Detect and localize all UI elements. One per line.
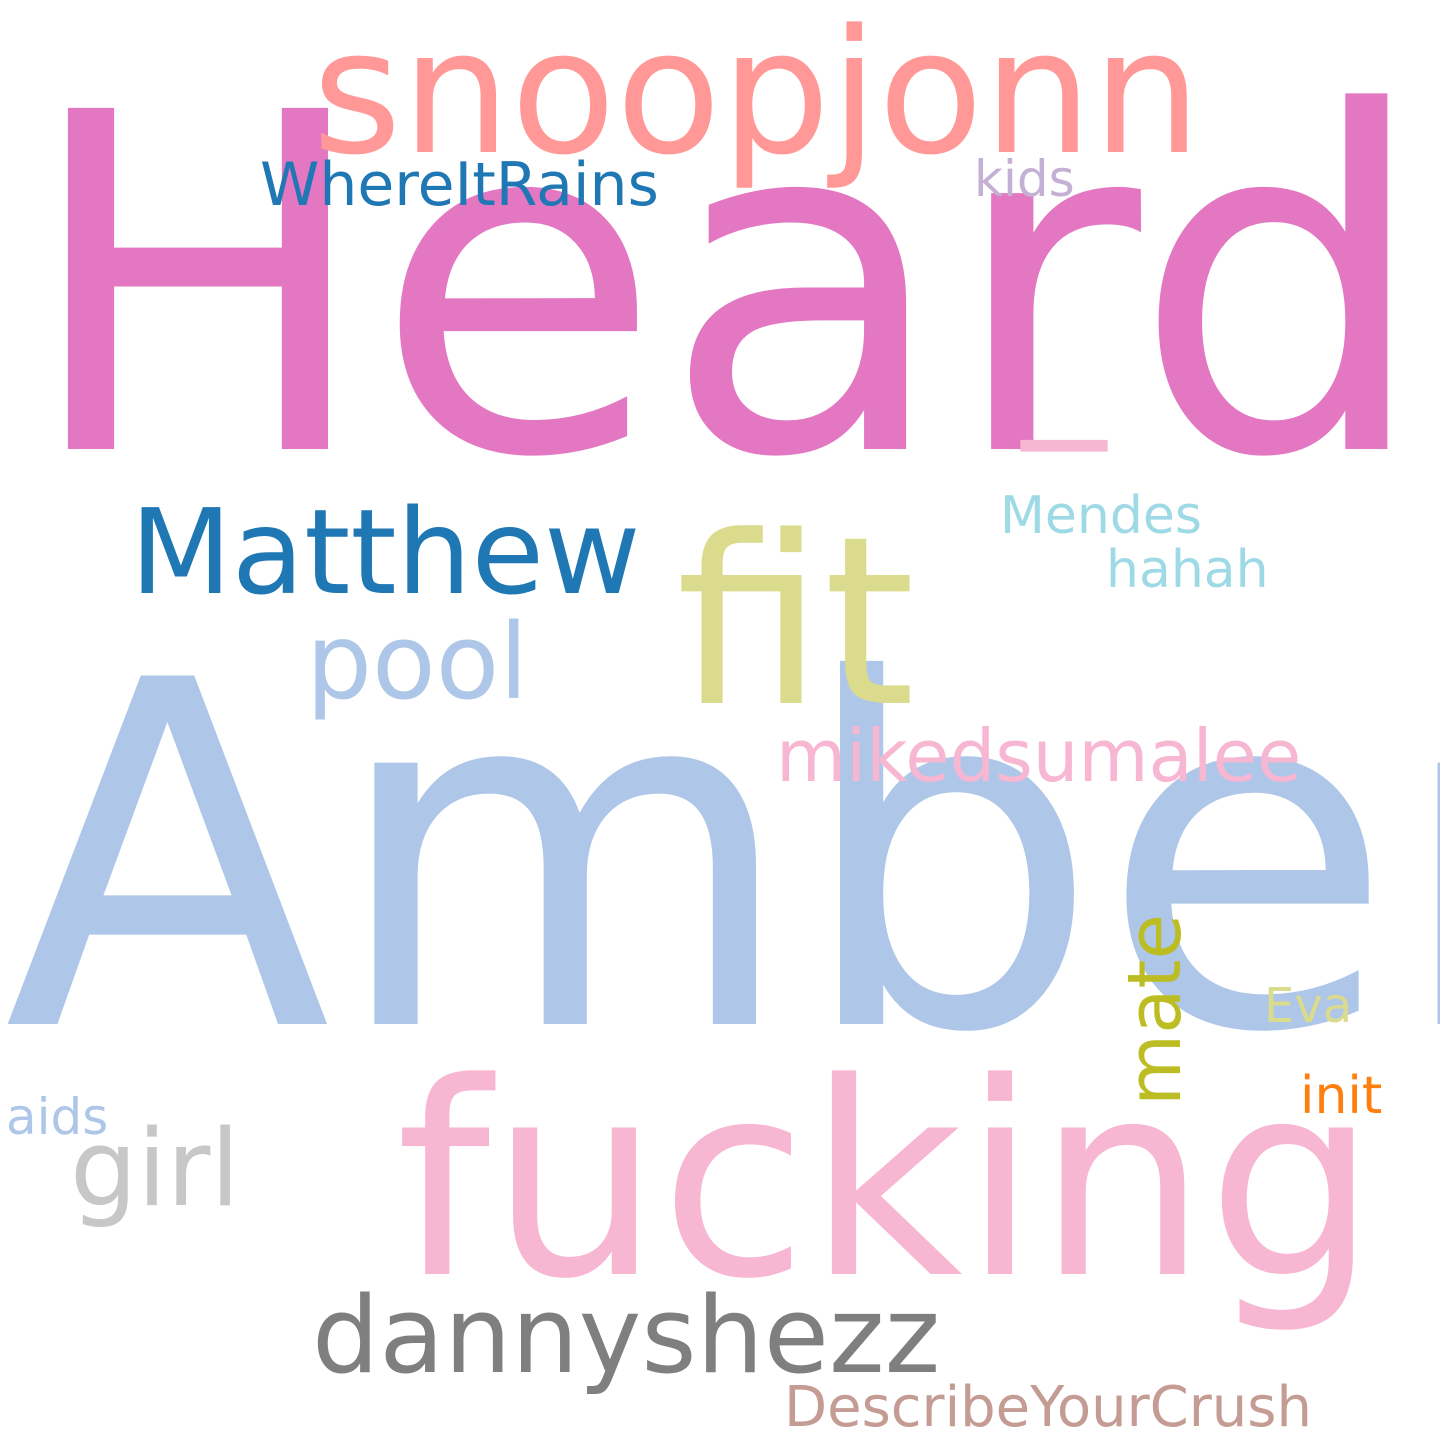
word-amber: Amber xyxy=(4,580,1440,1137)
word-pool: pool xyxy=(306,601,529,723)
word-aids: aids xyxy=(6,1088,109,1146)
word-matthew: Matthew xyxy=(130,483,641,621)
word-fit: fit xyxy=(676,487,916,759)
word-underscore: _ xyxy=(1022,256,1106,452)
word-mate: mate xyxy=(1112,914,1198,1106)
word-dannyshezz: dannyshezz xyxy=(312,1274,941,1397)
word-init: init xyxy=(1300,1066,1383,1126)
word-snoopjonn: snoopjonn xyxy=(312,0,1202,193)
word-mikedsumalee: mikedsumalee xyxy=(776,714,1302,798)
word-hahah: hahah xyxy=(1106,540,1269,600)
word-describeyourcrush: DescribeYourCrush xyxy=(784,1375,1312,1440)
word-kids: kids xyxy=(974,150,1075,208)
word-eva: Eva xyxy=(1264,978,1353,1034)
word-whereitrains: WhereItRains xyxy=(260,150,659,220)
word-mendes: Mendes xyxy=(1000,486,1202,546)
word-heard: Heard xyxy=(22,16,1430,560)
word-girl: girl xyxy=(70,1107,240,1230)
word-fucking: fucking xyxy=(396,1026,1378,1338)
